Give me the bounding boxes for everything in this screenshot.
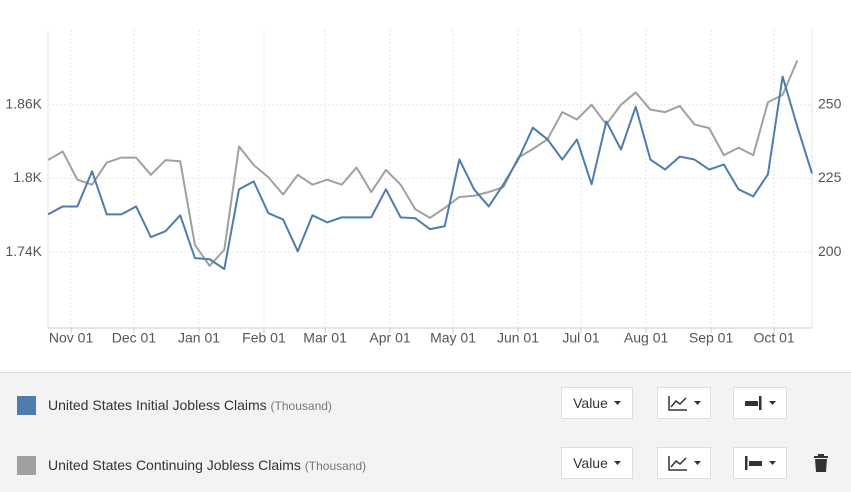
legend-row: United States Initial Jobless Claims (Th… bbox=[0, 385, 851, 425]
legend-name: United States Continuing Jobless Claims … bbox=[48, 457, 366, 473]
series-name: United States Continuing Jobless Claims bbox=[48, 457, 301, 473]
x-tick-label: Mar 01 bbox=[303, 330, 347, 346]
x-tick-label: Sep 01 bbox=[689, 330, 734, 346]
legend: United States Initial Jobless Claims (Th… bbox=[0, 372, 851, 492]
caret-icon bbox=[768, 401, 776, 405]
icon bbox=[758, 396, 761, 410]
legend-row: United States Continuing Jobless Claims … bbox=[0, 445, 851, 485]
series-line bbox=[47, 60, 799, 267]
series-unit: (Thousand) bbox=[270, 399, 332, 413]
legend-name: United States Initial Jobless Claims (Th… bbox=[48, 397, 332, 413]
display-label: Value bbox=[573, 395, 608, 411]
x-tick-label: Jun 01 bbox=[497, 330, 539, 346]
x-tick-label: Dec 01 bbox=[112, 330, 157, 346]
caret-icon bbox=[613, 401, 621, 405]
icon bbox=[744, 456, 747, 470]
y2-tick-label: 225 bbox=[818, 169, 842, 185]
trash-icon bbox=[814, 454, 828, 472]
x-tick-label: Jul 01 bbox=[562, 330, 600, 346]
icon bbox=[667, 396, 687, 411]
chart: 1.74K 1.8K 1.86K 200 225 250 Nov 01 Dec 01 Jan 0… bbox=[5, 30, 842, 346]
icon bbox=[748, 461, 762, 466]
x-tick-label: May 01 bbox=[430, 330, 476, 346]
axis-icon bbox=[744, 456, 762, 470]
series-line bbox=[47, 75, 813, 270]
caret-icon bbox=[693, 461, 701, 465]
caret bbox=[693, 461, 701, 465]
legend-swatch bbox=[17, 456, 36, 475]
y-tick-label: 1.86K bbox=[5, 95, 42, 111]
caret bbox=[613, 401, 621, 405]
caret-icon bbox=[693, 401, 701, 405]
caret-icon bbox=[613, 461, 621, 465]
caret bbox=[768, 401, 776, 405]
x-tick-label: Feb 01 bbox=[242, 330, 286, 346]
y2-tick-label: 250 bbox=[818, 95, 842, 111]
caret-icon bbox=[768, 461, 776, 465]
line-chart-icon bbox=[667, 396, 687, 411]
caret bbox=[768, 461, 776, 465]
line-chart-icon bbox=[667, 456, 687, 471]
x-tick-label: Jan 01 bbox=[178, 330, 220, 346]
x-tick-label: Oct 01 bbox=[753, 330, 794, 346]
y-tick-label: 1.8K bbox=[13, 169, 42, 185]
icon bbox=[744, 401, 758, 406]
axis-icon bbox=[744, 396, 761, 410]
icon bbox=[667, 456, 687, 471]
caret bbox=[693, 401, 701, 405]
x-tick-label: Apr 01 bbox=[369, 330, 410, 346]
chart-type-dropdown[interactable] bbox=[657, 447, 711, 479]
y-tick-label: 1.74K bbox=[5, 243, 42, 259]
display-dropdown[interactable]: Value bbox=[561, 447, 633, 479]
legend-swatch bbox=[17, 396, 36, 415]
display-dropdown[interactable]: Value bbox=[561, 387, 633, 419]
x-tick-label: Nov 01 bbox=[49, 330, 94, 346]
caret bbox=[613, 461, 621, 465]
axis-dropdown[interactable] bbox=[733, 447, 787, 479]
y2-tick-label: 200 bbox=[818, 243, 842, 259]
display-label: Value bbox=[573, 455, 608, 471]
x-tick-label: Aug 01 bbox=[624, 330, 669, 346]
delete-button[interactable] bbox=[813, 453, 829, 473]
series-unit: (Thousand) bbox=[304, 459, 367, 473]
axis-dropdown[interactable] bbox=[733, 387, 787, 419]
chart-type-dropdown[interactable] bbox=[657, 387, 711, 419]
series-name: United States Initial Jobless Claims bbox=[48, 397, 267, 413]
